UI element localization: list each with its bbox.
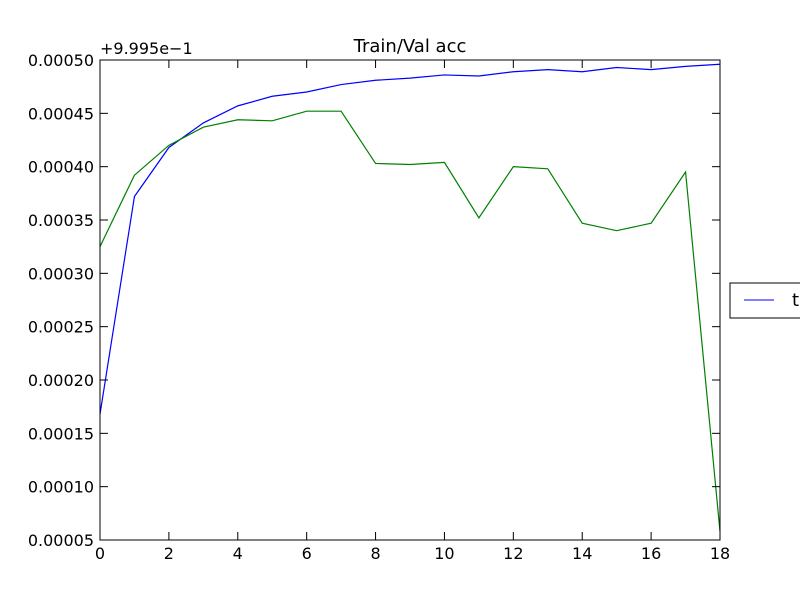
y-tick-label: 0.00030 (28, 264, 94, 283)
x-tick-label: 12 (503, 544, 523, 563)
x-tick-label: 4 (233, 544, 243, 563)
y-tick-label: 0.00020 (28, 371, 94, 390)
x-tick-label: 2 (164, 544, 174, 563)
legend-label-train: t (792, 290, 799, 311)
x-tick-label: 0 (95, 544, 105, 563)
series-line-1 (99, 110, 721, 532)
x-tick-label: 18 (710, 544, 730, 563)
x-tick-label: 8 (370, 544, 380, 563)
y-tick-label: 0.00005 (28, 531, 94, 550)
y-tick-label: 0.00015 (28, 424, 94, 443)
y-tick-label: 0.00040 (28, 158, 94, 177)
y-tick-label: 0.00025 (28, 318, 94, 337)
x-tick-label: 16 (641, 544, 661, 563)
plot-lines (99, 63, 721, 532)
y-tick-label: 0.00050 (28, 51, 94, 70)
legend: t (729, 282, 800, 319)
x-tick-label: 6 (302, 544, 312, 563)
y-tick-label: 0.00010 (28, 478, 94, 497)
y-tick-label: 0.00045 (28, 104, 94, 123)
plot-frame (99, 59, 721, 541)
chart-title: Train/Val acc (353, 36, 467, 57)
y-axis-offset-text: +9.995e−1 (100, 39, 193, 58)
y-tick-label: 0.00035 (28, 211, 94, 230)
x-tick-label: 10 (434, 544, 454, 563)
series-line-0 (99, 63, 721, 415)
x-tick-label: 14 (572, 544, 592, 563)
axis-ticks: 0 2 4 6 8 10 12 14 16 18 0.00005 0.00010 0.00015 0.00… (28, 51, 730, 563)
